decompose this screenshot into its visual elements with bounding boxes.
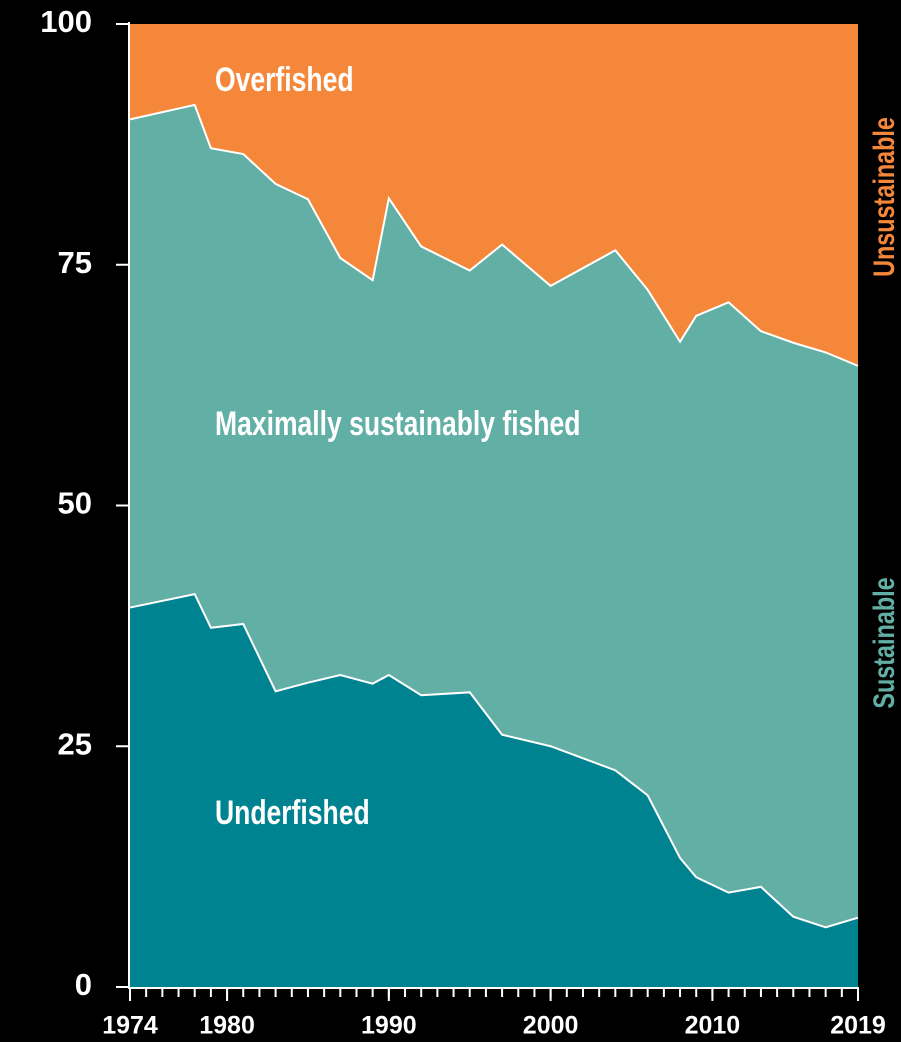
area <box>130 24 858 366</box>
series-label: Maximally sustainably fished <box>215 405 580 443</box>
x-tick-label: 2000 <box>523 1012 579 1040</box>
annotation: Sustainable <box>867 577 900 708</box>
x-tick-label: 1974 <box>102 1012 158 1040</box>
series-label: Underfished <box>215 794 370 832</box>
y-tick-label: 25 <box>58 726 92 761</box>
y-tick-label: 100 <box>40 4 92 39</box>
series-label: Overfished <box>215 61 354 99</box>
annotation: Unsustainable <box>867 117 900 277</box>
x-tick-label: 1980 <box>199 1012 255 1040</box>
x-tick-label: 2010 <box>685 1012 741 1040</box>
area <box>130 104 858 928</box>
y-tick-label: 50 <box>58 486 92 521</box>
x-tick-label: 2019 <box>830 1012 886 1040</box>
y-tick-label: 0 <box>75 967 92 1002</box>
boundary-line <box>129 103 859 367</box>
boundary-line <box>129 592 859 929</box>
area <box>130 594 858 987</box>
x-tick-label: 1990 <box>361 1012 417 1040</box>
y-tick-label: 75 <box>58 245 92 280</box>
